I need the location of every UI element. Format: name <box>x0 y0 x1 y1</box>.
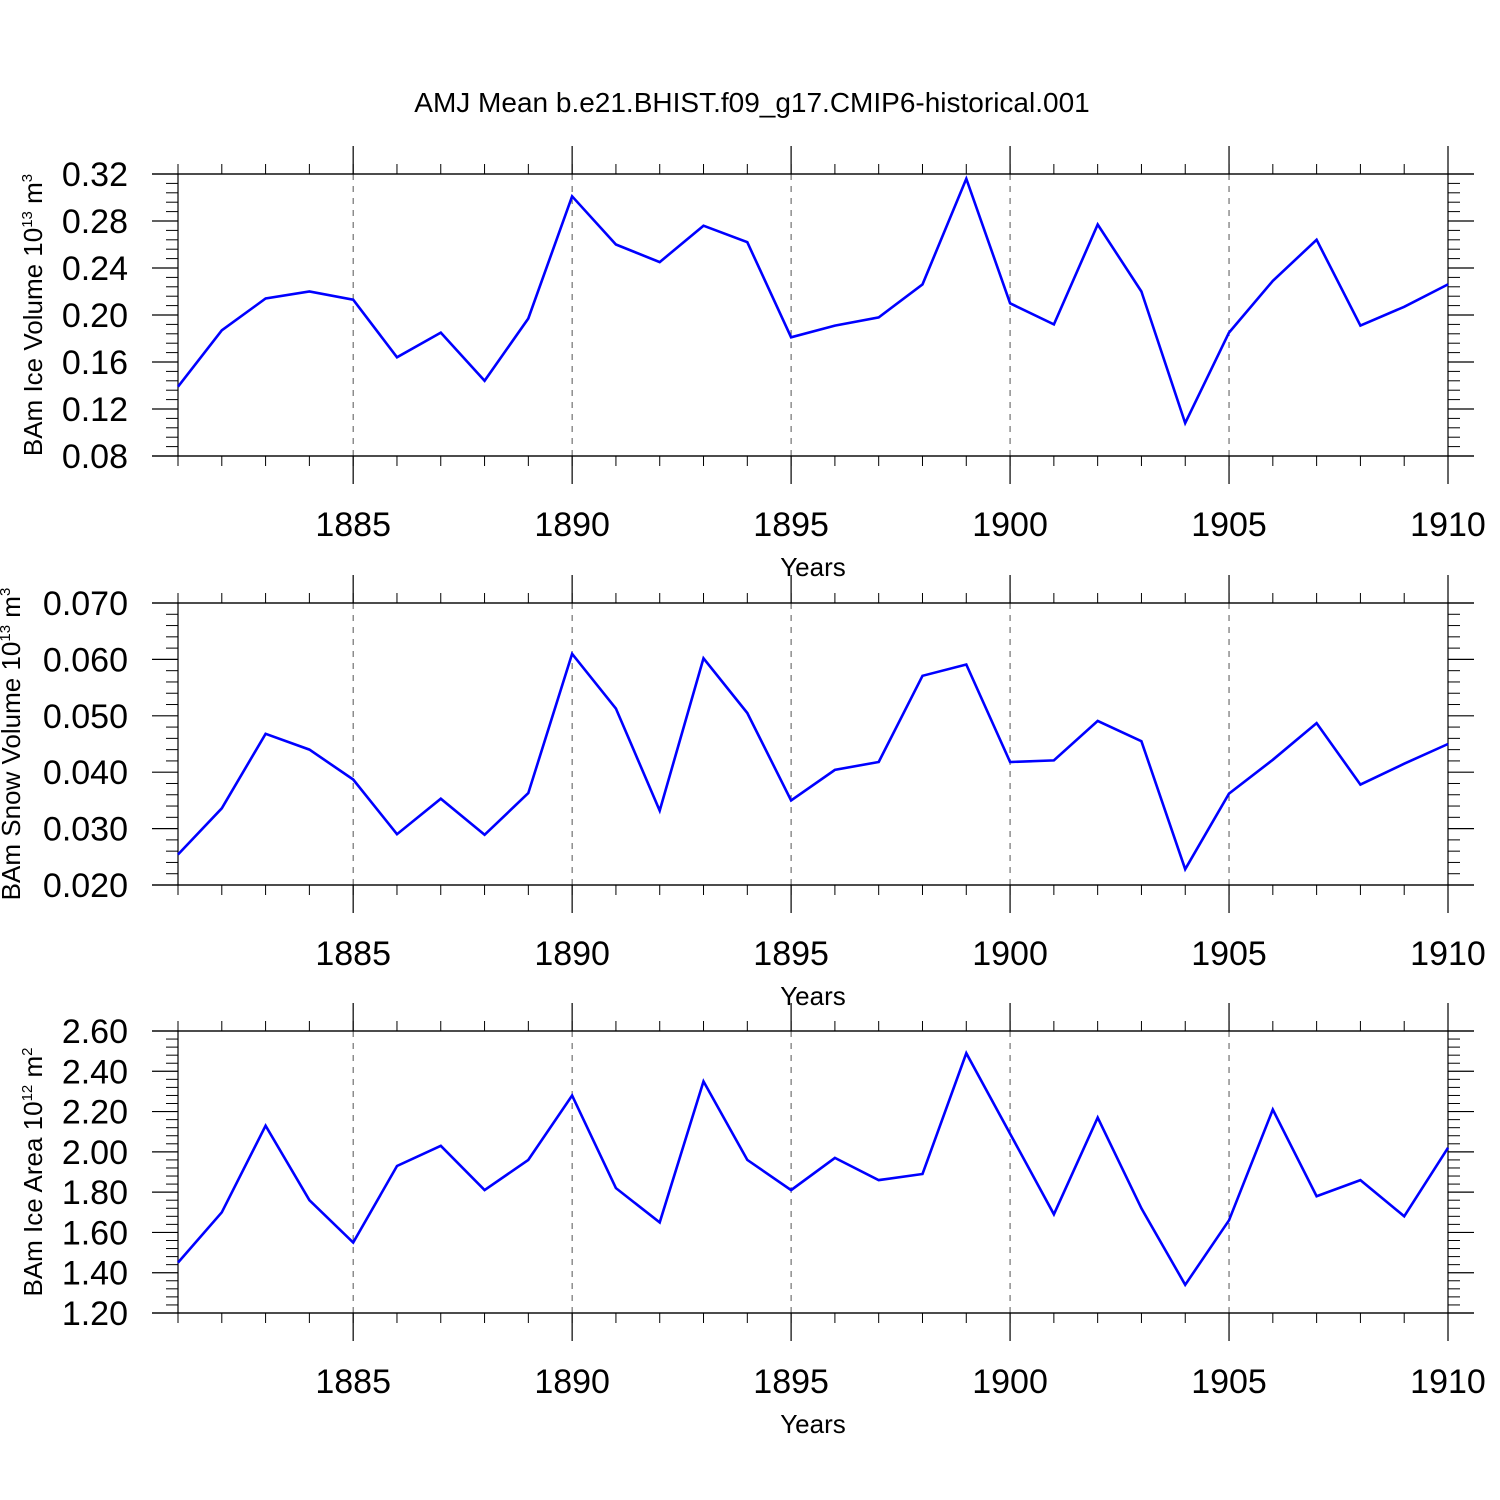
y-tick-label: 2.40 <box>62 1053 128 1091</box>
chart-panel-2: 0.020 0.030 0.040 0.050 0.060 0.070 1885 1890 18… <box>0 575 1486 1011</box>
x-tick-label: 1910 <box>1410 1363 1486 1401</box>
y-tick-label: 1.80 <box>62 1174 128 1212</box>
y-axis-title-unit-exponent: 3 <box>19 174 36 182</box>
y-tick-label: 2.20 <box>62 1094 128 1132</box>
y-tick-label: 0.020 <box>43 867 128 905</box>
y-tick-label: 2.60 <box>62 1013 128 1051</box>
y-axis-title-exponent: 13 <box>0 625 14 642</box>
y-tick-label: 0.070 <box>43 585 128 623</box>
y-tick-label: 0.040 <box>43 754 128 792</box>
x-axis-title: Years <box>780 1409 846 1439</box>
y-axis-title-main: BAm Ice Volume 10 <box>18 228 48 456</box>
x-axis-title: Years <box>780 981 846 1011</box>
x-tick-label: 1890 <box>534 1363 610 1401</box>
series-line <box>176 175 1449 427</box>
x-tick-label: 1905 <box>1191 1363 1267 1401</box>
x-tick-label: 1885 <box>315 935 391 973</box>
x-tick-label: 1900 <box>972 1363 1048 1401</box>
y-tick-label: 0.16 <box>62 344 128 382</box>
x-tick-label: 1890 <box>534 506 610 544</box>
y-axis-title: BAm Snow Volume 1013 m3 <box>0 588 26 901</box>
y-axis-title-unit: m <box>0 596 26 625</box>
y-tick-label: 1.20 <box>62 1295 128 1333</box>
y-axis-title: BAm Ice Volume 1013 m3 <box>18 174 48 456</box>
chart-panel-3: 1.201.401.601.802.002.202.402.60 1885 1890… <box>18 1003 1486 1439</box>
y-axis-title-unit-exponent: 2 <box>19 1047 36 1055</box>
y-axis-title: BAm Ice Area 1012 m2 <box>18 1047 48 1296</box>
x-tick-label: 1900 <box>972 935 1048 973</box>
y-tick-label: 0.08 <box>62 438 128 476</box>
plot-frame <box>177 602 1449 886</box>
y-axis-title-exponent: 12 <box>19 1085 36 1102</box>
figure-title: AMJ Mean b.e21.BHIST.f09_g17.CMIP6-histo… <box>414 87 1089 118</box>
x-tick-label: 1910 <box>1410 506 1486 544</box>
y-axis-title-exponent: 13 <box>19 211 36 228</box>
y-axis-title-unit: m <box>18 1056 48 1085</box>
x-tick-label: 1895 <box>753 506 829 544</box>
y-tick-label: 2.00 <box>62 1134 128 1172</box>
x-tick-label: 1905 <box>1191 935 1267 973</box>
y-axis-title-unit-exponent: 3 <box>0 588 14 596</box>
x-axis-title: Years <box>780 552 846 582</box>
panels: 0.08 0.12 0.16 0.20 0.24 0.28 0.32 1885 1890 1895… <box>0 146 1486 1439</box>
y-axis-title-main: BAm Snow Volume 10 <box>0 642 26 901</box>
y-tick-label: 0.20 <box>62 297 128 335</box>
plot-frame <box>177 173 1449 457</box>
series-line <box>177 651 1449 873</box>
x-tick-label: 1895 <box>753 1363 829 1401</box>
y-axis-title-main: BAm Ice Area 10 <box>18 1101 48 1296</box>
y-tick-label: 0.030 <box>43 811 128 849</box>
x-tick-label: 1905 <box>1191 506 1267 544</box>
x-tick-label: 1895 <box>753 935 829 973</box>
chart-panel-1: 0.08 0.12 0.16 0.20 0.24 0.28 0.32 1885 1890 1895… <box>18 146 1486 582</box>
series-line <box>177 1050 1450 1288</box>
x-tick-label: 1890 <box>534 935 610 973</box>
y-tick-label: 1.40 <box>62 1255 128 1293</box>
x-tick-label: 1910 <box>1410 935 1486 973</box>
y-tick-label: 0.32 <box>62 156 128 194</box>
x-tick-label: 1885 <box>315 506 391 544</box>
y-tick-label: 0.12 <box>62 391 128 429</box>
x-tick-label: 1900 <box>972 506 1048 544</box>
y-tick-label: 0.050 <box>43 698 128 736</box>
x-tick-label: 1885 <box>315 1363 391 1401</box>
y-tick-label: 0.060 <box>43 641 128 679</box>
plot-frame <box>177 1030 1449 1314</box>
y-tick-label: 0.28 <box>62 203 128 241</box>
y-tick-label: 1.60 <box>62 1214 128 1252</box>
y-tick-label: 0.24 <box>62 250 128 288</box>
y-axis-title-unit: m <box>18 182 48 211</box>
